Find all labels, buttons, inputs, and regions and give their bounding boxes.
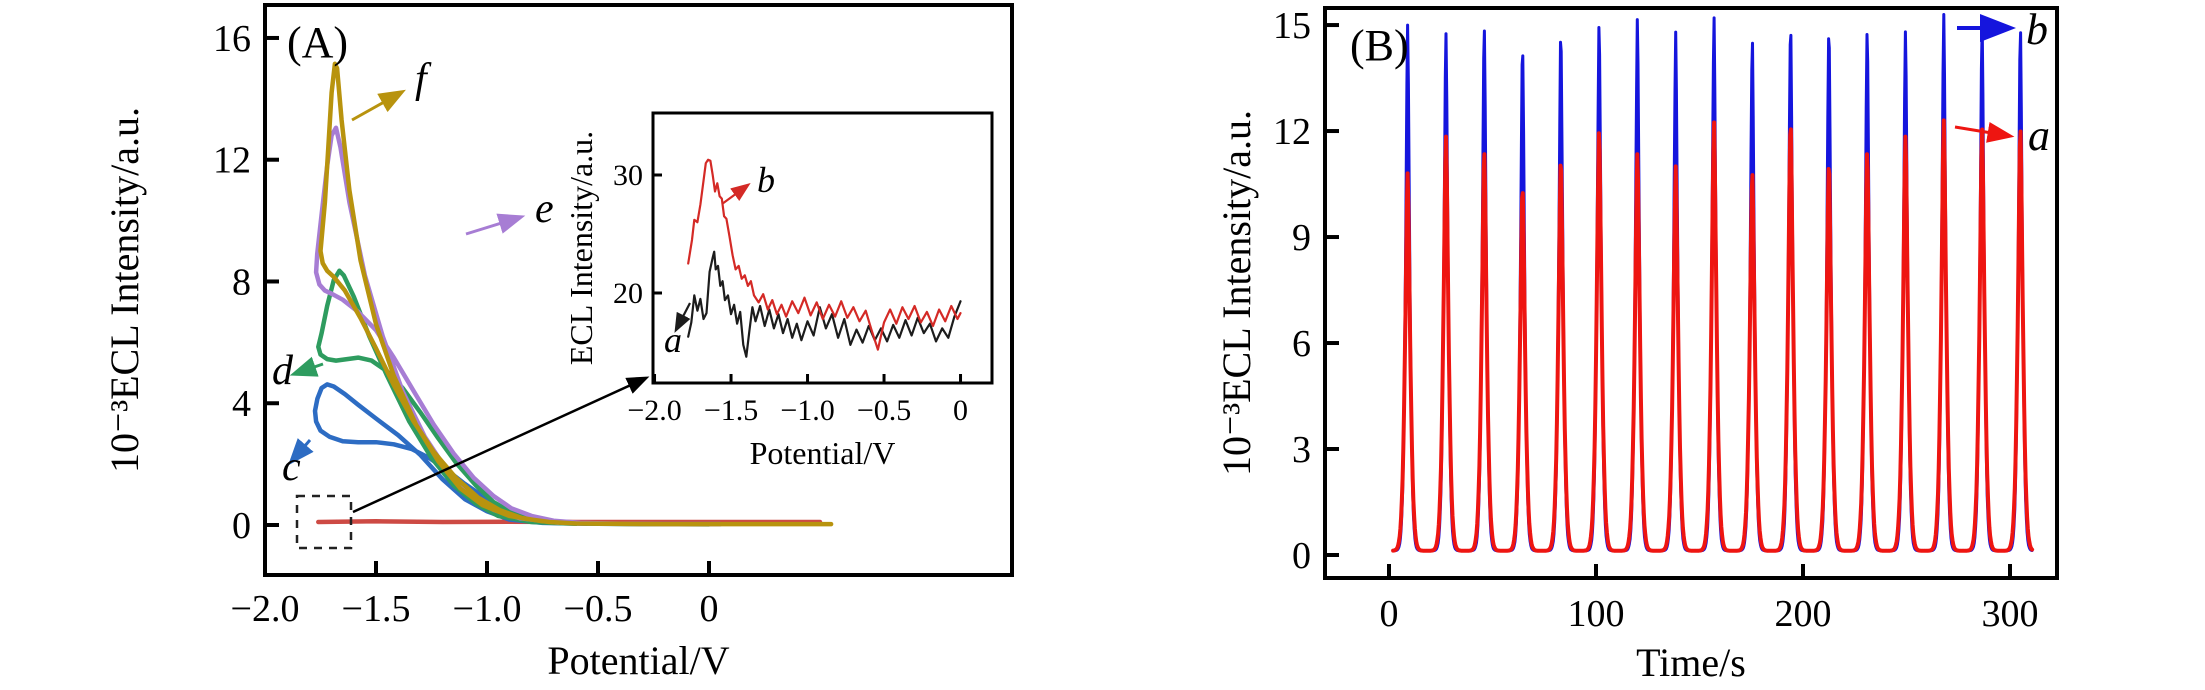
series-curve-b (687, 158, 962, 351)
panel-a-y-axis-title: 10⁻³ECL Intensity/a.u. (102, 107, 147, 473)
panel-a-x-axis-title: Potential/V (547, 638, 729, 683)
series-curve-d (316, 268, 712, 527)
inset-x-tick-label: −1.5 (704, 394, 758, 427)
panel-a-inset: −2.0 −1.5 −1.0 −0.5 0 20 30 Potential/V ECL Inte… (563, 111, 994, 471)
inset-x-tick-label: 0 (953, 394, 968, 427)
label-b: b (2026, 5, 2048, 54)
panel-b-x-tick-label: 0 (1380, 593, 1399, 635)
zoom-callout-arrow (352, 376, 650, 514)
inset-axis-box (651, 111, 994, 385)
label-a: a (2028, 111, 2050, 160)
zoom-region-dashed-box (295, 494, 353, 550)
panel-a-x-tick-label: −1.0 (453, 588, 522, 630)
inset-y-axis-title: ECL Intensity/a.u. (563, 131, 599, 365)
series-curve-a (1391, 118, 2035, 553)
panel-a-x-tick-label: −2.0 (231, 588, 300, 630)
inset-x-axis-title: Potential/V (750, 435, 896, 471)
series-curve-f (318, 61, 834, 527)
panel-a-y-tick-label: 16 (213, 18, 251, 60)
label-c: c (282, 444, 301, 490)
panel-label-B: (B) (1350, 21, 1409, 70)
panel-b-y-tick-label: 0 (1292, 535, 1311, 577)
inset-label-b: b (757, 160, 775, 200)
panel-a-x-tick-label: −1.5 (342, 588, 411, 630)
panel-a-y-tick-label: 0 (232, 505, 251, 547)
inset-x-tick-label: −2.0 (627, 394, 681, 427)
panel-b-y-tick-label: 12 (1273, 111, 1311, 153)
inset-background (653, 113, 992, 383)
panel-b-axis-box (1323, 6, 2059, 580)
panel-a-y-tick-label: 8 (232, 261, 251, 303)
label-d: d (272, 348, 294, 394)
panel-b-y-tick-label: 15 (1273, 5, 1311, 47)
panel-b: 0 100 200 300 0 3 6 9 12 15 Time/s 10⁻³ECL Intensit… (1214, 5, 2059, 685)
label-f-arrow (351, 89, 406, 122)
panel-a-x-tick-label: 0 (700, 588, 719, 630)
inset-y-tick-label: 20 (613, 277, 643, 310)
panel-label-A: (A) (287, 18, 348, 67)
label-d-arrow (289, 356, 324, 377)
label-f: f (415, 56, 432, 102)
label-a-arrow (1954, 122, 2015, 143)
inset-x-tick-label: −1.0 (780, 394, 834, 427)
inset-y-tick-label: 30 (613, 159, 643, 192)
panel-a: −2.0 −1.5 −1.0 −0.5 0 0 4 8 12 16 Potential/V 10⁻³E… (102, 3, 1014, 683)
panel-b-y-tick-label: 3 (1292, 429, 1311, 471)
inset-label-a: a (664, 320, 682, 360)
panel-b-x-axis-title: Time/s (1636, 640, 1746, 685)
panel-a-y-tick-label: 4 (232, 383, 251, 425)
label-e-arrow (465, 213, 526, 236)
panel-b-x-tick-label: 100 (1568, 593, 1625, 635)
series-curve-a (687, 250, 962, 358)
label-c-arrow (288, 438, 314, 466)
label-e: e (535, 186, 554, 232)
panel-b-y-axis-title: 10⁻³ECL Intensity/a.u. (1214, 110, 1259, 476)
panel-b-x-tick-label: 300 (1982, 593, 2039, 635)
inset-label-a-arrow (674, 302, 691, 333)
inset-x-tick-label: −0.5 (857, 394, 911, 427)
panel-a-x-tick-label: −0.5 (564, 588, 633, 630)
panel-b-y-tick-label: 6 (1292, 323, 1311, 365)
panel-a-y-tick-label: 12 (213, 140, 251, 182)
inset-label-b-arrow (721, 183, 751, 205)
panel-b-y-tick-label: 9 (1292, 217, 1311, 259)
panel-a-axis-box (263, 3, 1014, 577)
panel-b-x-tick-label: 200 (1775, 593, 1832, 635)
